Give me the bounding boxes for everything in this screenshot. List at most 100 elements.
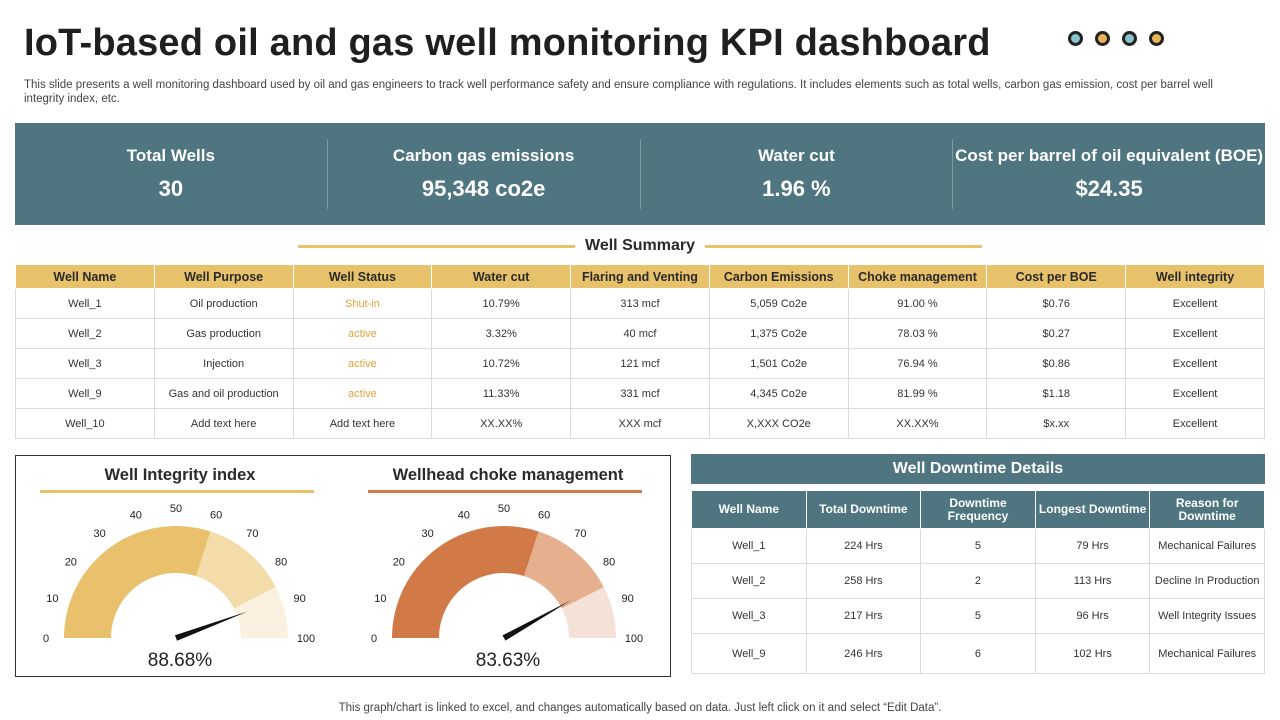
table-cell: 6 — [920, 633, 1036, 674]
page-title: IoT-based oil and gas well monitoring KP… — [24, 22, 991, 64]
gauge-chart: 0 10 20 30 40 50 60 70 80 90 100 — [43, 503, 315, 645]
table-cell: Injection — [153, 348, 294, 379]
gauge-tick-label: 70 — [574, 528, 586, 540]
table-cell: Decline In Production — [1149, 563, 1265, 599]
gauge-tick-label: 30 — [93, 528, 105, 540]
table-cell: 2 — [920, 563, 1036, 599]
gauge-tick-label: 40 — [458, 509, 470, 521]
kpi-value: 95,348 co2e — [421, 176, 546, 201]
gauge-band — [233, 587, 288, 638]
table-cell: 313 mcf — [570, 288, 710, 319]
page-subtitle: This slide presents a well monitoring da… — [24, 79, 1213, 105]
table-cell: Mechanical Failures — [1149, 528, 1265, 564]
table-cell: Excellent — [1125, 408, 1265, 439]
gauge-tick-label: 60 — [538, 509, 550, 521]
table-cell: Gas and oil production — [153, 378, 294, 409]
table-cell: active — [292, 348, 433, 379]
dot-icon — [1122, 31, 1137, 46]
gauge-tick-label: 20 — [393, 557, 405, 569]
table-cell: Well_2 — [15, 318, 155, 349]
table-cell: 3.32% — [431, 318, 572, 349]
decorative-dots — [1068, 31, 1164, 46]
table-cell: Well_1 — [15, 288, 155, 319]
column-header: Flaring and Venting — [570, 264, 710, 289]
gauge-tick-label: 10 — [46, 593, 58, 605]
gauge-tick-label: 80 — [275, 557, 287, 569]
table-cell: $0.27 — [986, 318, 1127, 349]
table-cell: 217 Hrs — [805, 598, 922, 634]
table-cell: Excellent — [1125, 378, 1265, 409]
table-row: Well_3 217 Hrs 5 96 Hrs Well Integrity Issue… — [691, 598, 1265, 634]
column-header: Downtime Frequency — [920, 490, 1036, 529]
gauges-panel: Well Integrity index 0 10 20 30 40 50 60 70 80 90… — [15, 455, 671, 677]
table-cell: $x.xx — [986, 408, 1127, 439]
gauge-value: 88.68% — [147, 650, 213, 671]
downtime-heading: Well Downtime Details — [691, 454, 1265, 484]
kpi-label: Cost per barrel of oil equivalent (BOE) — [955, 146, 1264, 165]
table-cell: 1,375 Co2e — [708, 318, 849, 349]
table-cell: 91.00 % — [847, 288, 988, 319]
table-cell: $1.18 — [986, 378, 1127, 409]
table-cell: Add text here — [153, 408, 294, 439]
table-cell: Gas production — [153, 318, 294, 349]
divider — [298, 244, 576, 248]
gauge-tick-label: 10 — [374, 593, 386, 605]
table-row: Well_1 Oil production Shut-in 10.79% 313 mcf… — [15, 288, 1265, 319]
gauge-tick-label: 40 — [130, 509, 142, 521]
table-cell: Well Integrity Issues — [1149, 598, 1265, 634]
gauge-underline — [40, 490, 314, 493]
table-cell: Well_1 — [691, 528, 807, 564]
kpi-value: $24.35 — [1075, 176, 1143, 201]
gauge-band — [196, 531, 276, 609]
gauge-tick-label: 30 — [421, 528, 433, 540]
gauge-band — [561, 587, 616, 638]
table-row: Well_2 Gas production active 3.32% 40 mcf 1,3… — [15, 318, 1265, 349]
table-cell: 10.79% — [431, 288, 572, 319]
table-cell: 81.99 % — [847, 378, 988, 409]
kpi-total-wells: Total Wells 30 — [15, 139, 328, 209]
column-header: Well integrity — [1125, 264, 1265, 289]
kpi-value: 1.96 % — [762, 176, 831, 201]
kpi-value: 30 — [158, 176, 184, 201]
gauge-tick-label: 80 — [603, 557, 615, 569]
dot-icon — [1149, 31, 1164, 46]
gauge-tick-label: 90 — [294, 593, 306, 605]
section-title: Well Summary — [585, 237, 695, 254]
gauge-band — [64, 526, 211, 638]
kpi-label: Water cut — [757, 146, 835, 165]
table-cell: 331 mcf — [570, 378, 710, 409]
table-cell: Oil production — [153, 288, 294, 319]
kpi-cost-per-boe: Cost per barrel of oil equivalent (BOE) … — [953, 139, 1265, 209]
table-cell: Excellent — [1125, 318, 1265, 349]
table-cell: 10.72% — [431, 348, 572, 379]
table-row: Well_3 Injection active 10.72% 121 mcf 1,501 … — [15, 348, 1265, 379]
kpi-carbon-emissions: Carbon gas emissions 95,348 co2e — [328, 139, 641, 209]
kpi-water-cut: Water cut 1.96 % — [641, 139, 954, 209]
column-header: Reason for Downtime — [1149, 490, 1265, 529]
column-header: Well Name — [15, 264, 155, 289]
table-cell: 4,345 Co2e — [708, 378, 849, 409]
table-cell: 1,501 Co2e — [708, 348, 849, 379]
column-header: Well Status — [292, 264, 433, 289]
gauge-title: Wellhead choke management — [392, 466, 624, 484]
table-cell: Well_3 — [691, 598, 807, 634]
table-row: Well_2 258 Hrs 2 113 Hrs Decline In Producti… — [691, 563, 1265, 599]
table-cell: Well_9 — [691, 633, 807, 674]
column-header: Well Purpose — [153, 264, 294, 289]
table-cell: Well_2 — [691, 563, 807, 599]
gauge-tick-label: 50 — [170, 503, 182, 515]
kpi-label: Total Wells — [126, 146, 215, 165]
table-cell: 5 — [920, 598, 1036, 634]
gauge-band — [392, 526, 539, 638]
table-cell: $0.76 — [986, 288, 1127, 319]
table-cell: Well_9 — [15, 378, 155, 409]
table-row: Well_1 224 Hrs 5 79 Hrs Mechanical Failures — [691, 528, 1265, 564]
table-header-row: Well Name Well Purpose Well Status Water cu… — [15, 264, 1265, 289]
table-cell: XX.XX% — [847, 408, 988, 439]
column-header: Cost per BOE — [986, 264, 1127, 289]
column-header: Longest Downtime — [1034, 490, 1151, 529]
table-cell: $0.86 — [986, 348, 1127, 379]
table-cell: 246 Hrs — [805, 633, 922, 674]
divider — [704, 244, 982, 248]
table-cell: 96 Hrs — [1034, 598, 1151, 634]
